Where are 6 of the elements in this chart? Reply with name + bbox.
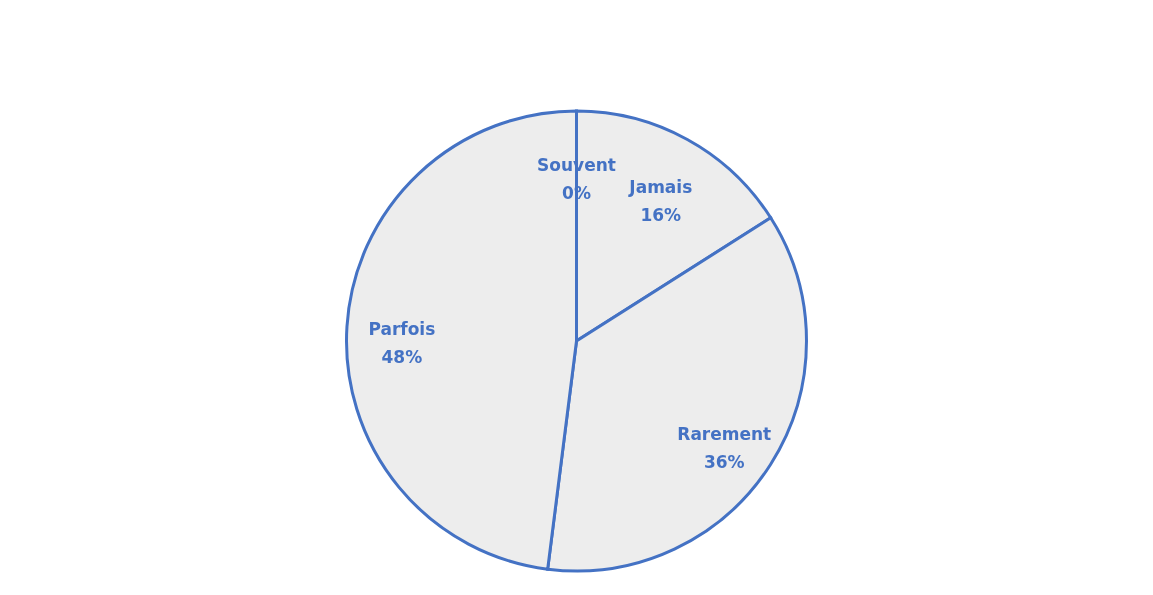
slice-label: Jamais	[628, 176, 693, 197]
data-label: 16%	[640, 204, 682, 225]
data-label: 36%	[703, 451, 745, 472]
data-label: 48%	[381, 347, 423, 368]
slice-label: Rarement	[677, 423, 772, 444]
slice-label: Parfois	[368, 319, 436, 340]
